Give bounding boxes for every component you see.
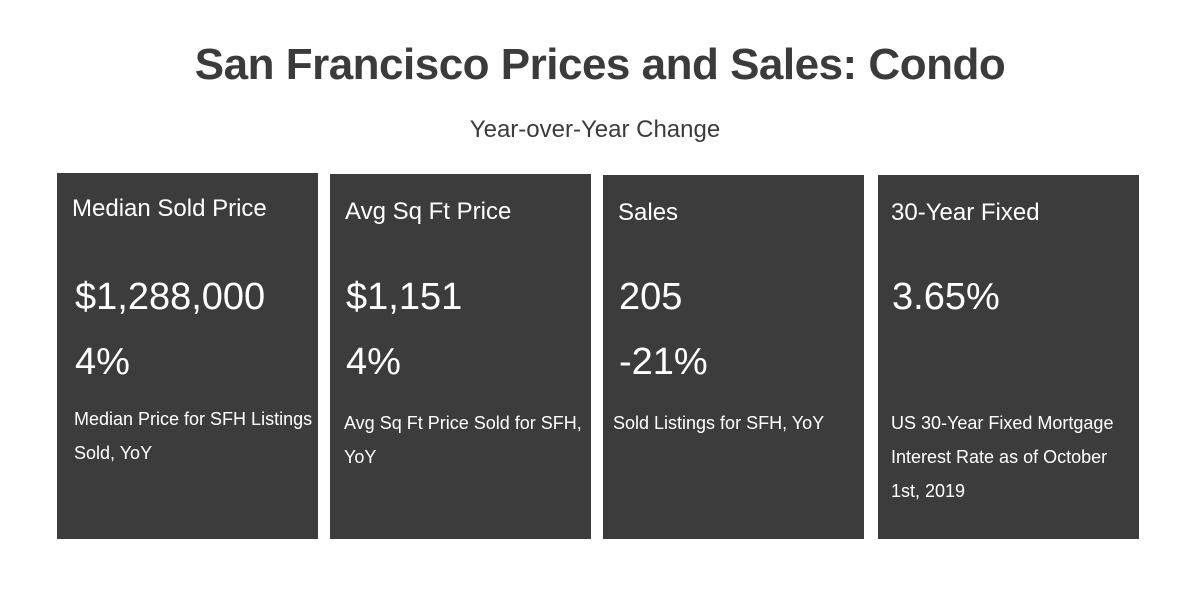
stat-card-change: 4% [75, 341, 130, 383]
stat-card-sales: Sales 205 -21% Sold Listings for SFH, Yo… [603, 175, 864, 539]
stat-card-avg-sq-ft-price: Avg Sq Ft Price $1,151 4% Avg Sq Ft Pric… [330, 174, 591, 539]
stat-card-description: US 30-Year Fixed Mortgage Interest Rate … [891, 413, 1114, 501]
stat-card-label: Avg Sq Ft Price [345, 198, 512, 225]
stat-card-label: Median Sold Price [72, 195, 267, 222]
stat-card-change: 4% [346, 341, 401, 383]
stat-card-30-year-fixed: 30-Year Fixed 3.65% US 30-Year Fixed Mor… [878, 175, 1139, 539]
stat-card-median-sold-price: Median Sold Price $1,288,000 4% Median P… [57, 173, 318, 539]
stat-card-value: $1,288,000 [75, 276, 266, 318]
stat-card-value: 3.65% [892, 276, 1000, 318]
page-title: San Francisco Prices and Sales: Condo [194, 40, 1006, 89]
stat-card-value: $1,151 [346, 276, 463, 318]
stat-card-value: 205 [619, 276, 683, 318]
stat-card-description: Sold Listings for SFH, YoY [613, 413, 825, 433]
stat-card-label: 30-Year Fixed [891, 199, 1040, 226]
stat-card-description: Avg Sq Ft Price Sold for SFH, YoY [344, 413, 582, 467]
stat-card-description: Median Price for SFH Listings Sold, YoY [74, 409, 313, 463]
stat-card-label: Sales [618, 199, 679, 226]
stat-card-change: -21% [619, 341, 708, 383]
page-subtitle: Year-over-Year Change [469, 116, 721, 143]
